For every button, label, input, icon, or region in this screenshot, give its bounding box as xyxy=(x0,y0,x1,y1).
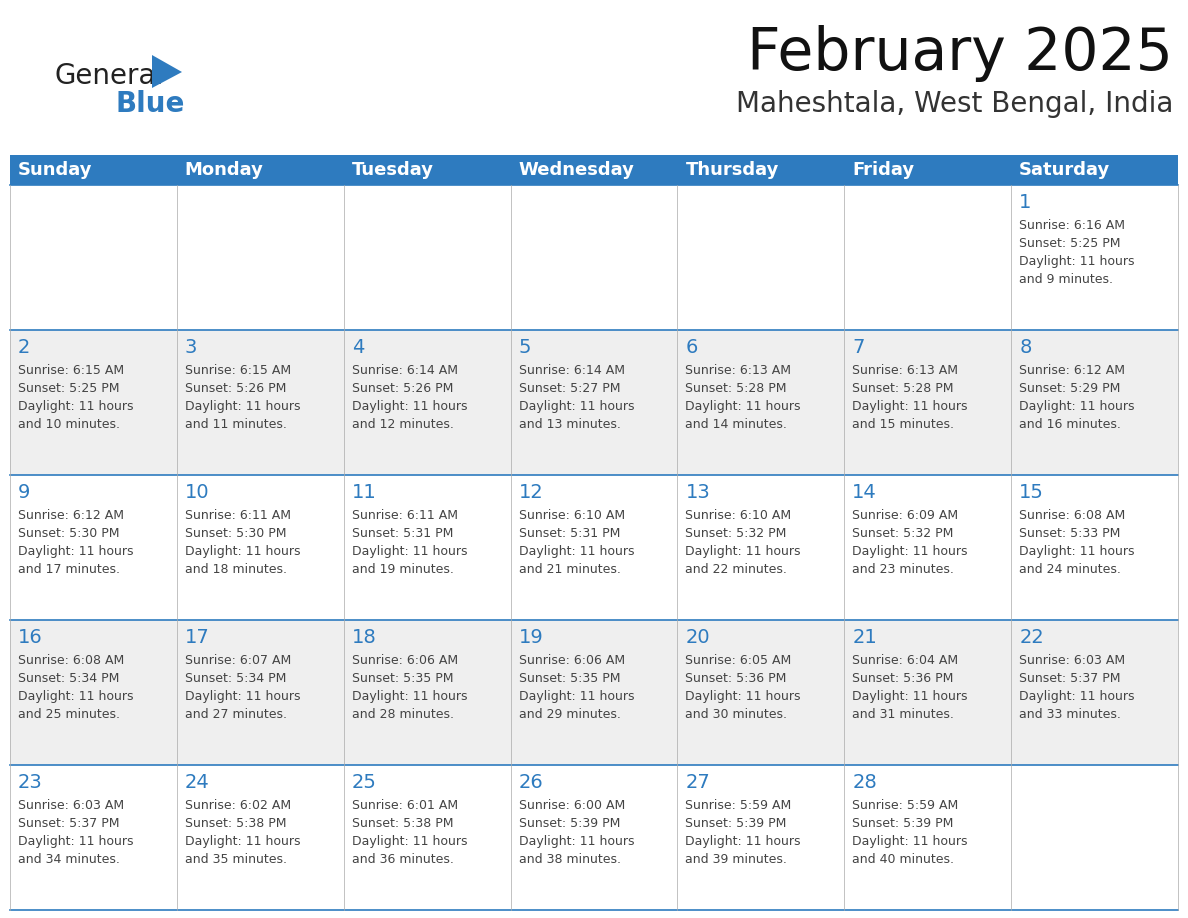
Text: Sunrise: 6:00 AM
Sunset: 5:39 PM
Daylight: 11 hours
and 38 minutes.: Sunrise: 6:00 AM Sunset: 5:39 PM Dayligh… xyxy=(519,799,634,866)
Text: 12: 12 xyxy=(519,483,543,502)
Text: 7: 7 xyxy=(852,338,865,357)
Text: Sunrise: 6:16 AM
Sunset: 5:25 PM
Daylight: 11 hours
and 9 minutes.: Sunrise: 6:16 AM Sunset: 5:25 PM Dayligh… xyxy=(1019,219,1135,286)
Text: Sunrise: 6:14 AM
Sunset: 5:27 PM
Daylight: 11 hours
and 13 minutes.: Sunrise: 6:14 AM Sunset: 5:27 PM Dayligh… xyxy=(519,364,634,431)
Text: Tuesday: Tuesday xyxy=(352,161,434,179)
Text: Sunrise: 6:10 AM
Sunset: 5:31 PM
Daylight: 11 hours
and 21 minutes.: Sunrise: 6:10 AM Sunset: 5:31 PM Dayligh… xyxy=(519,509,634,576)
Text: 11: 11 xyxy=(352,483,377,502)
Text: Sunrise: 6:14 AM
Sunset: 5:26 PM
Daylight: 11 hours
and 12 minutes.: Sunrise: 6:14 AM Sunset: 5:26 PM Dayligh… xyxy=(352,364,467,431)
Text: Sunrise: 6:15 AM
Sunset: 5:25 PM
Daylight: 11 hours
and 10 minutes.: Sunrise: 6:15 AM Sunset: 5:25 PM Dayligh… xyxy=(18,364,133,431)
Text: 24: 24 xyxy=(185,773,209,792)
Text: General: General xyxy=(55,62,164,90)
Text: Sunrise: 6:12 AM
Sunset: 5:29 PM
Daylight: 11 hours
and 16 minutes.: Sunrise: 6:12 AM Sunset: 5:29 PM Dayligh… xyxy=(1019,364,1135,431)
Text: February 2025: February 2025 xyxy=(747,25,1173,82)
Text: Sunrise: 6:08 AM
Sunset: 5:33 PM
Daylight: 11 hours
and 24 minutes.: Sunrise: 6:08 AM Sunset: 5:33 PM Dayligh… xyxy=(1019,509,1135,576)
Text: Sunrise: 6:10 AM
Sunset: 5:32 PM
Daylight: 11 hours
and 22 minutes.: Sunrise: 6:10 AM Sunset: 5:32 PM Dayligh… xyxy=(685,509,801,576)
Text: 14: 14 xyxy=(852,483,877,502)
Text: Friday: Friday xyxy=(852,161,915,179)
Text: 22: 22 xyxy=(1019,628,1044,647)
Text: 5: 5 xyxy=(519,338,531,357)
Text: Maheshtala, West Bengal, India: Maheshtala, West Bengal, India xyxy=(735,90,1173,118)
Text: 17: 17 xyxy=(185,628,209,647)
Text: Sunrise: 6:11 AM
Sunset: 5:30 PM
Daylight: 11 hours
and 18 minutes.: Sunrise: 6:11 AM Sunset: 5:30 PM Dayligh… xyxy=(185,509,301,576)
Text: 19: 19 xyxy=(519,628,543,647)
Bar xyxy=(10,330,1178,475)
Text: 9: 9 xyxy=(18,483,31,502)
Text: 3: 3 xyxy=(185,338,197,357)
Text: Sunday: Sunday xyxy=(18,161,93,179)
Text: Sunrise: 6:06 AM
Sunset: 5:35 PM
Daylight: 11 hours
and 28 minutes.: Sunrise: 6:06 AM Sunset: 5:35 PM Dayligh… xyxy=(352,654,467,721)
Text: Sunrise: 6:04 AM
Sunset: 5:36 PM
Daylight: 11 hours
and 31 minutes.: Sunrise: 6:04 AM Sunset: 5:36 PM Dayligh… xyxy=(852,654,968,721)
Text: Sunrise: 6:06 AM
Sunset: 5:35 PM
Daylight: 11 hours
and 29 minutes.: Sunrise: 6:06 AM Sunset: 5:35 PM Dayligh… xyxy=(519,654,634,721)
Text: 10: 10 xyxy=(185,483,209,502)
Text: Wednesday: Wednesday xyxy=(519,161,634,179)
Text: Sunrise: 6:03 AM
Sunset: 5:37 PM
Daylight: 11 hours
and 33 minutes.: Sunrise: 6:03 AM Sunset: 5:37 PM Dayligh… xyxy=(1019,654,1135,721)
Bar xyxy=(10,475,1178,620)
Text: Sunrise: 6:12 AM
Sunset: 5:30 PM
Daylight: 11 hours
and 17 minutes.: Sunrise: 6:12 AM Sunset: 5:30 PM Dayligh… xyxy=(18,509,133,576)
Bar xyxy=(10,185,1178,330)
Polygon shape xyxy=(152,55,182,88)
Text: Sunrise: 6:13 AM
Sunset: 5:28 PM
Daylight: 11 hours
and 14 minutes.: Sunrise: 6:13 AM Sunset: 5:28 PM Dayligh… xyxy=(685,364,801,431)
Text: Monday: Monday xyxy=(185,161,264,179)
Text: Sunrise: 6:08 AM
Sunset: 5:34 PM
Daylight: 11 hours
and 25 minutes.: Sunrise: 6:08 AM Sunset: 5:34 PM Dayligh… xyxy=(18,654,133,721)
Text: Sunrise: 6:07 AM
Sunset: 5:34 PM
Daylight: 11 hours
and 27 minutes.: Sunrise: 6:07 AM Sunset: 5:34 PM Dayligh… xyxy=(185,654,301,721)
Bar xyxy=(10,620,1178,765)
Text: 1: 1 xyxy=(1019,193,1031,212)
Text: Sunrise: 6:11 AM
Sunset: 5:31 PM
Daylight: 11 hours
and 19 minutes.: Sunrise: 6:11 AM Sunset: 5:31 PM Dayligh… xyxy=(352,509,467,576)
Bar xyxy=(10,155,1178,185)
Text: 6: 6 xyxy=(685,338,697,357)
Text: 20: 20 xyxy=(685,628,710,647)
Text: 16: 16 xyxy=(18,628,43,647)
Text: Sunrise: 6:13 AM
Sunset: 5:28 PM
Daylight: 11 hours
and 15 minutes.: Sunrise: 6:13 AM Sunset: 5:28 PM Dayligh… xyxy=(852,364,968,431)
Text: 23: 23 xyxy=(18,773,43,792)
Text: 28: 28 xyxy=(852,773,877,792)
Text: Sunrise: 6:15 AM
Sunset: 5:26 PM
Daylight: 11 hours
and 11 minutes.: Sunrise: 6:15 AM Sunset: 5:26 PM Dayligh… xyxy=(185,364,301,431)
Text: Sunrise: 6:02 AM
Sunset: 5:38 PM
Daylight: 11 hours
and 35 minutes.: Sunrise: 6:02 AM Sunset: 5:38 PM Dayligh… xyxy=(185,799,301,866)
Text: 26: 26 xyxy=(519,773,543,792)
Text: Sunrise: 6:01 AM
Sunset: 5:38 PM
Daylight: 11 hours
and 36 minutes.: Sunrise: 6:01 AM Sunset: 5:38 PM Dayligh… xyxy=(352,799,467,866)
Text: 8: 8 xyxy=(1019,338,1031,357)
Text: Sunrise: 6:09 AM
Sunset: 5:32 PM
Daylight: 11 hours
and 23 minutes.: Sunrise: 6:09 AM Sunset: 5:32 PM Dayligh… xyxy=(852,509,968,576)
Text: 4: 4 xyxy=(352,338,364,357)
Text: 18: 18 xyxy=(352,628,377,647)
Text: 21: 21 xyxy=(852,628,877,647)
Text: Sunrise: 5:59 AM
Sunset: 5:39 PM
Daylight: 11 hours
and 39 minutes.: Sunrise: 5:59 AM Sunset: 5:39 PM Dayligh… xyxy=(685,799,801,866)
Bar xyxy=(10,765,1178,910)
Text: Saturday: Saturday xyxy=(1019,161,1111,179)
Text: 27: 27 xyxy=(685,773,710,792)
Text: 25: 25 xyxy=(352,773,377,792)
Text: Sunrise: 6:05 AM
Sunset: 5:36 PM
Daylight: 11 hours
and 30 minutes.: Sunrise: 6:05 AM Sunset: 5:36 PM Dayligh… xyxy=(685,654,801,721)
Text: Blue: Blue xyxy=(115,90,184,118)
Text: Sunrise: 6:03 AM
Sunset: 5:37 PM
Daylight: 11 hours
and 34 minutes.: Sunrise: 6:03 AM Sunset: 5:37 PM Dayligh… xyxy=(18,799,133,866)
Text: 15: 15 xyxy=(1019,483,1044,502)
Text: Sunrise: 5:59 AM
Sunset: 5:39 PM
Daylight: 11 hours
and 40 minutes.: Sunrise: 5:59 AM Sunset: 5:39 PM Dayligh… xyxy=(852,799,968,866)
Text: Thursday: Thursday xyxy=(685,161,779,179)
Text: 2: 2 xyxy=(18,338,31,357)
Text: 13: 13 xyxy=(685,483,710,502)
